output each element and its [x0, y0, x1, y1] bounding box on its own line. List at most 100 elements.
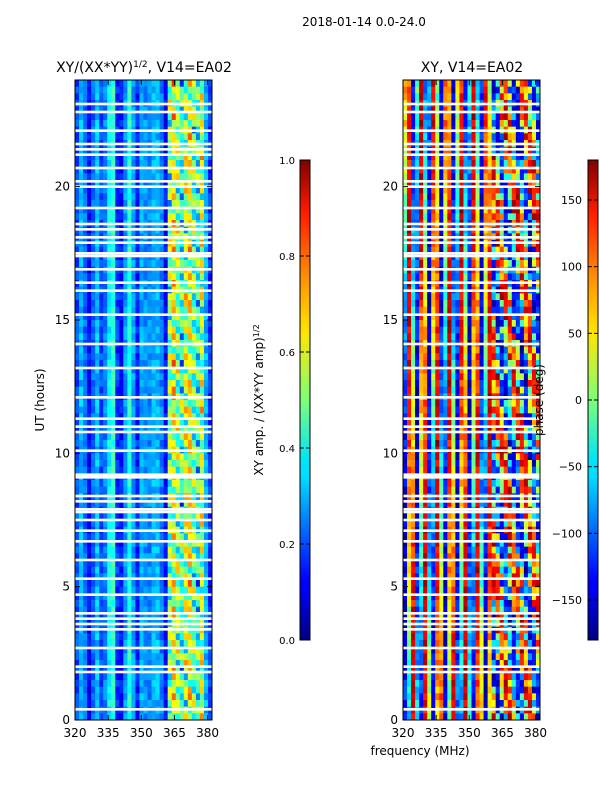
heatmap-cell	[167, 486, 173, 494]
heatmap-cell	[87, 173, 92, 181]
heatmap-cell	[155, 693, 161, 701]
heatmap-cell	[119, 200, 124, 208]
heatmap-cell	[475, 113, 480, 121]
heatmap-cell	[115, 186, 120, 194]
heatmap-cell	[151, 120, 156, 128]
heatmap-cell	[443, 200, 448, 208]
heatmap-cell	[495, 173, 501, 181]
heatmap-cell	[199, 86, 205, 94]
heatmap-cell	[147, 380, 152, 388]
heatmap-cell	[423, 160, 428, 168]
heatmap-cell	[115, 613, 120, 621]
heatmap-cell	[151, 640, 156, 648]
heatmap-cell	[511, 300, 517, 308]
heatmap-cell	[99, 353, 104, 361]
heatmap-cell	[91, 560, 96, 568]
heatmap-cell	[115, 633, 120, 641]
heatmap-cell	[87, 400, 92, 408]
heatmap-cell	[91, 133, 96, 141]
heatmap-cell	[79, 173, 84, 181]
heatmap-cell	[207, 440, 213, 448]
heatmap-cell	[107, 466, 112, 474]
heatmap-cell	[119, 380, 124, 388]
heatmap-cell	[167, 353, 173, 361]
heatmap-cell	[403, 273, 408, 281]
heatmap-cell	[523, 346, 529, 354]
heatmap-cell	[151, 426, 156, 434]
heatmap-cell	[407, 320, 412, 328]
heatmap-cell	[143, 333, 148, 341]
heatmap-cell	[99, 500, 104, 508]
heatmap-cell	[75, 246, 80, 254]
heatmap-cell	[439, 80, 444, 88]
heatmap-cell	[183, 180, 189, 188]
heatmap-cell	[531, 206, 537, 214]
heatmap-cell	[491, 206, 497, 214]
heatmap-cell	[183, 326, 189, 334]
heatmap-cell	[143, 593, 148, 601]
heatmap-cell	[91, 313, 96, 321]
heatmap-cell	[423, 193, 428, 201]
heatmap-cell	[123, 513, 128, 521]
heatmap-cell	[443, 386, 448, 394]
heatmap-cell	[463, 173, 468, 181]
heatmap-cell	[107, 153, 112, 161]
heatmap-cell	[91, 460, 96, 468]
heatmap-cell	[199, 640, 205, 648]
heatmap-cell	[167, 293, 173, 301]
flagged-band	[75, 252, 212, 255]
heatmap-cell	[491, 173, 497, 181]
heatmap-cell	[87, 86, 92, 94]
flagged-band	[75, 622, 212, 626]
heatmap-cell	[195, 186, 201, 194]
heatmap-cell	[135, 573, 140, 581]
heatmap-cell	[491, 160, 497, 168]
heatmap-cell	[151, 313, 156, 321]
heatmap-cell	[159, 440, 165, 448]
heatmap-cell	[487, 206, 493, 214]
heatmap-cell	[175, 546, 181, 554]
heatmap-cell	[191, 433, 197, 441]
heatmap-cell	[191, 273, 197, 281]
heatmap-cell	[135, 613, 140, 621]
heatmap-cell	[87, 133, 92, 141]
heatmap-cell	[103, 500, 108, 508]
heatmap-cell	[155, 166, 161, 174]
heatmap-cell	[403, 360, 408, 368]
heatmap-cell	[103, 606, 108, 614]
heatmap-cell	[183, 693, 189, 701]
heatmap-cell	[163, 546, 169, 554]
heatmap-cell	[99, 580, 104, 588]
heatmap-cell	[199, 666, 205, 674]
heatmap-cell	[103, 106, 108, 114]
heatmap-cell	[187, 453, 193, 461]
heatmap-cell	[95, 306, 100, 314]
heatmap-cell	[115, 313, 120, 321]
heatmap-cell	[143, 640, 148, 648]
heatmap-cell	[179, 480, 185, 488]
heatmap-cell	[187, 606, 193, 614]
heatmap-cell	[111, 693, 116, 701]
heatmap-cell	[139, 460, 144, 468]
heatmap-cell	[167, 186, 173, 194]
heatmap-cell	[103, 366, 108, 374]
heatmap-cell	[155, 360, 161, 368]
heatmap-cell	[199, 680, 205, 688]
heatmap-cell	[183, 213, 189, 221]
heatmap-cell	[115, 460, 120, 468]
heatmap-cell	[199, 260, 205, 268]
heatmap-cell	[95, 386, 100, 394]
heatmap-cell	[203, 133, 209, 141]
heatmap-cell	[115, 406, 120, 414]
heatmap-cell	[463, 186, 468, 194]
heatmap-cell	[199, 686, 205, 694]
heatmap-cell	[75, 653, 80, 661]
heatmap-cell	[99, 306, 104, 314]
heatmap-cell	[207, 153, 213, 161]
heatmap-cell	[99, 400, 104, 408]
heatmap-cell	[407, 246, 412, 254]
heatmap-cell	[483, 160, 489, 168]
heatmap-cell	[115, 433, 120, 441]
heatmap-cell	[151, 406, 156, 414]
heatmap-cell	[183, 153, 189, 161]
